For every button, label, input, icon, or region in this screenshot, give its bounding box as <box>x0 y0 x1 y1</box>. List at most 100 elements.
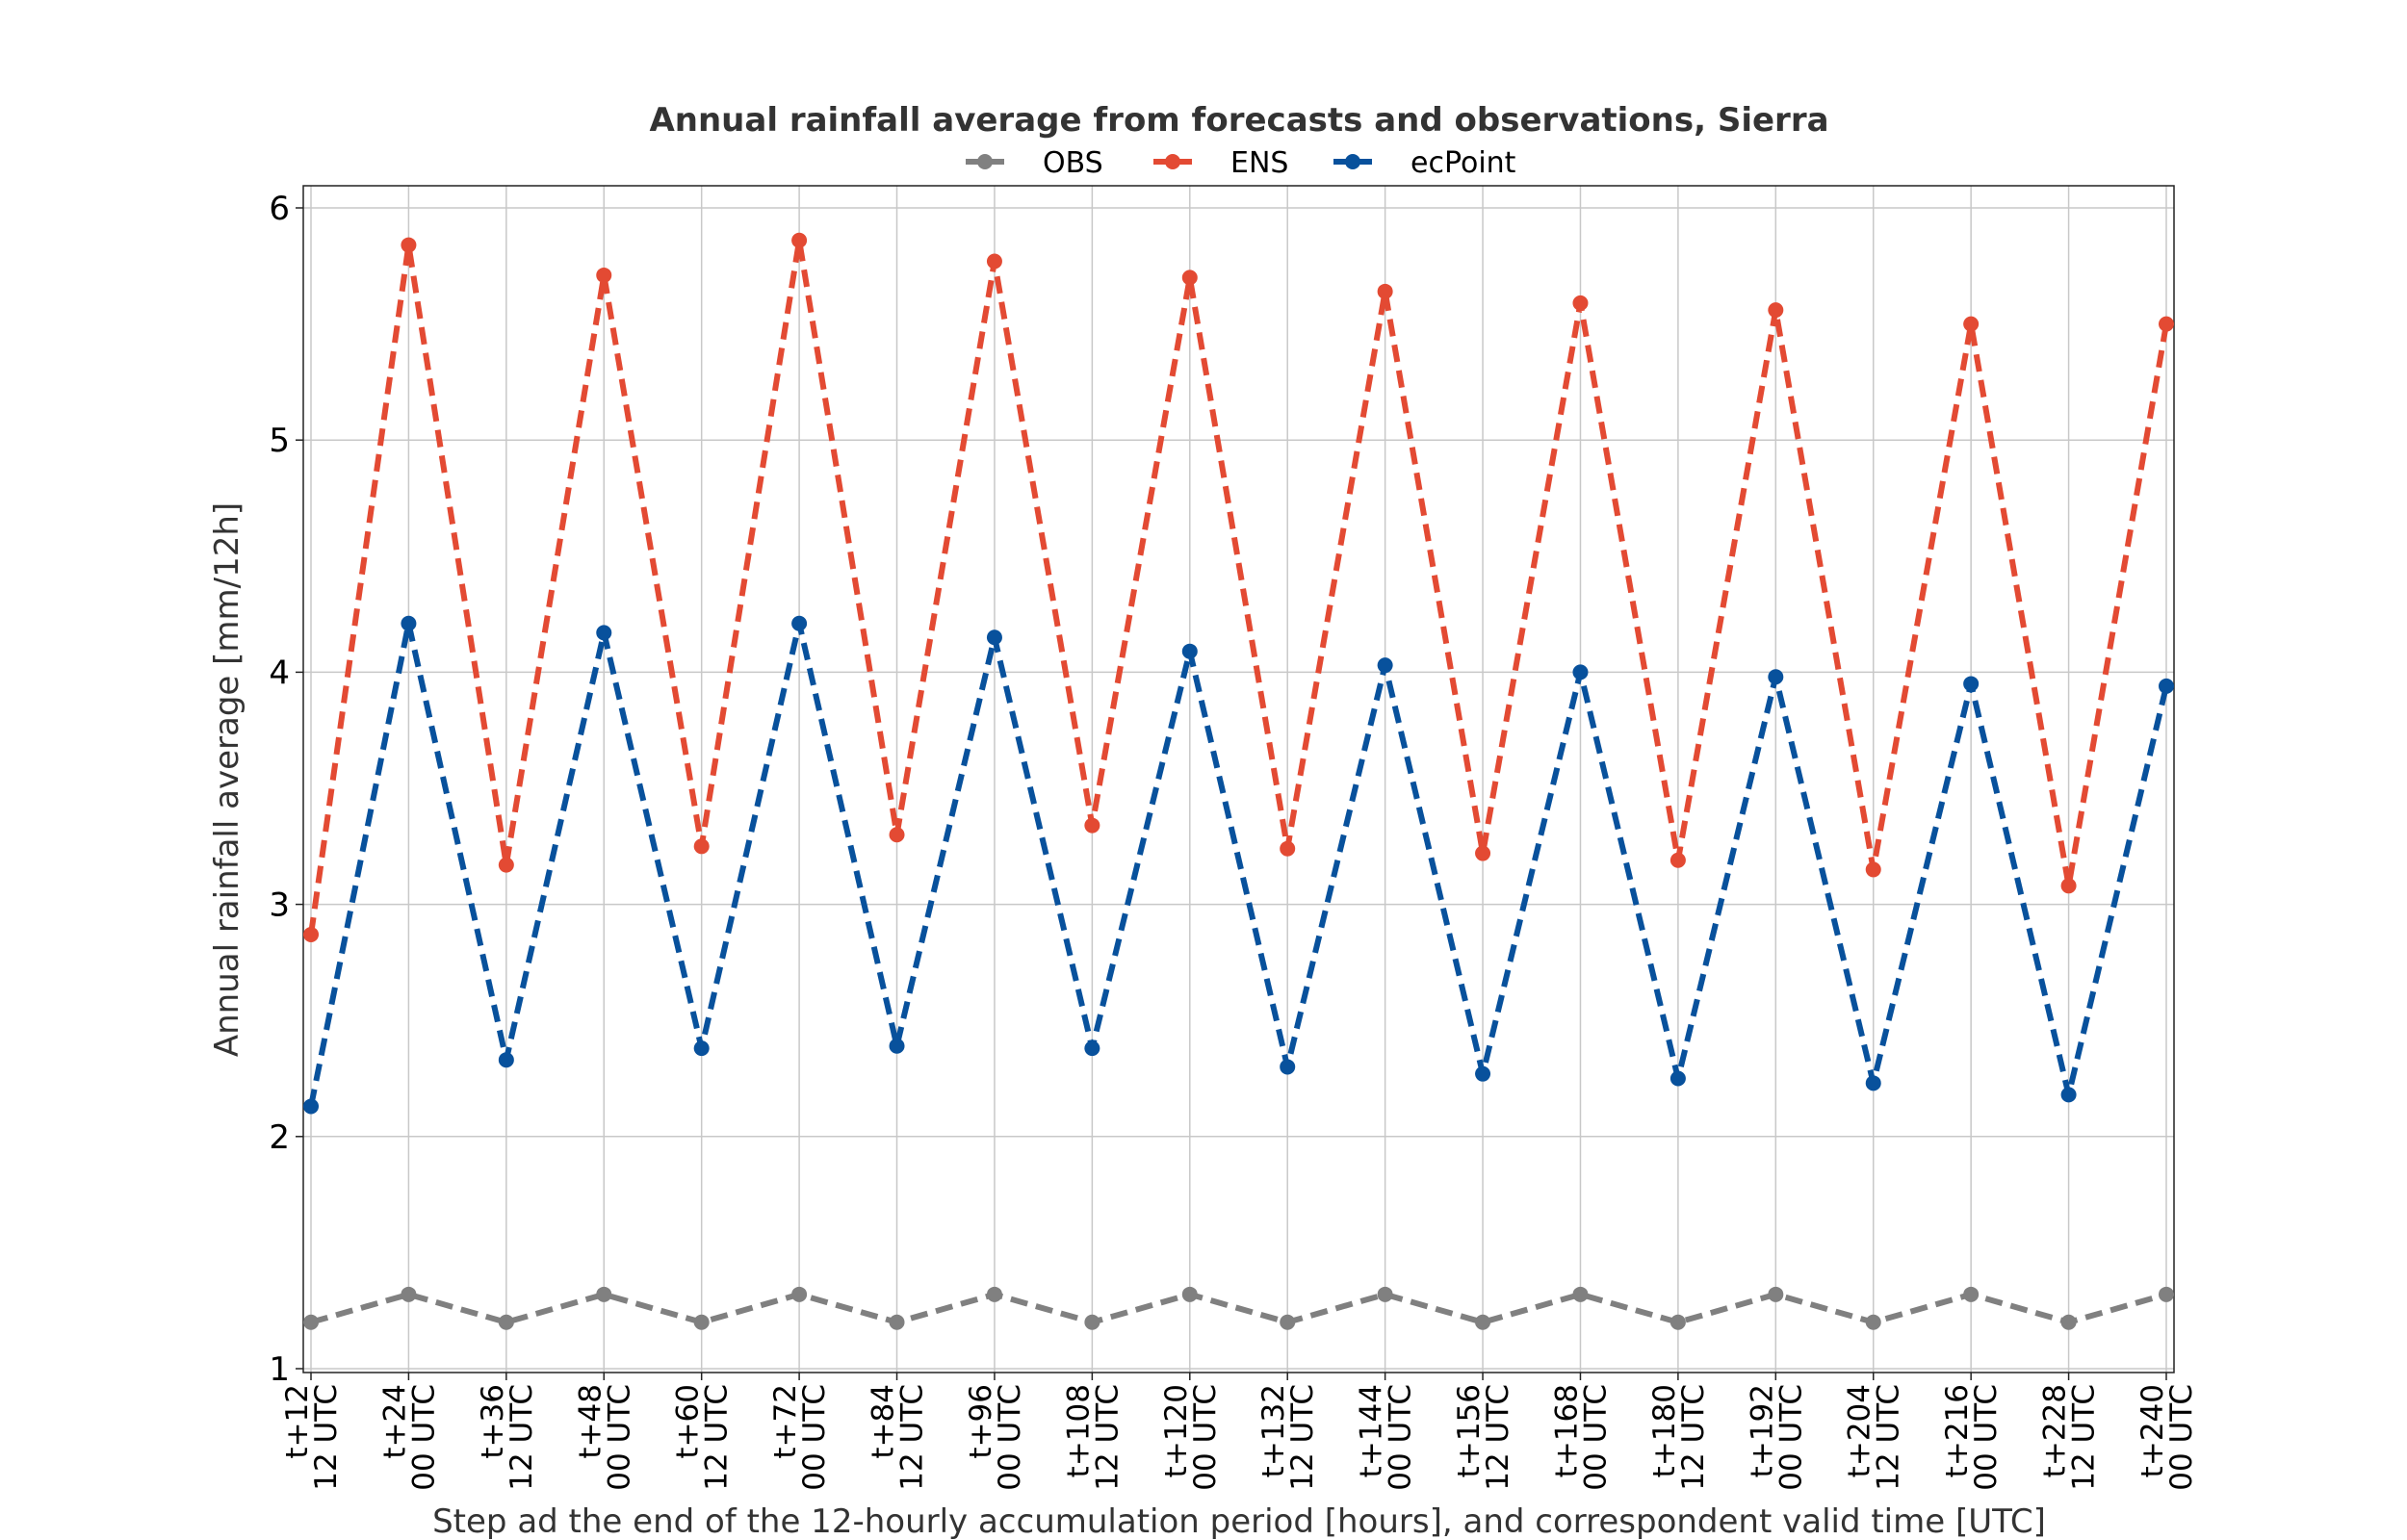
x-tick-time: 12 UTC <box>700 1384 735 1491</box>
plot-frame <box>302 185 2175 1373</box>
data-point <box>791 1286 808 1302</box>
data-point <box>1768 1286 1784 1302</box>
data-point <box>596 267 612 283</box>
legend-item-ecpoint: ecPoint <box>1333 146 1516 180</box>
x-tick-time: 00 UTC <box>1384 1384 1418 1491</box>
data-point <box>1768 302 1784 319</box>
x-tick-time: 12 UTC <box>309 1384 344 1491</box>
data-point <box>1377 657 1393 674</box>
y-axis-ticks: 1 2 3 4 5 6 <box>269 190 303 1389</box>
x-tick-time: 00 UTC <box>797 1384 832 1491</box>
data-point <box>1669 1070 1686 1087</box>
x-tick-step: t+36 <box>476 1384 510 1459</box>
data-point <box>1475 1065 1491 1082</box>
data-point <box>1280 1059 1296 1075</box>
data-point <box>791 615 808 631</box>
data-point <box>986 629 1002 646</box>
x-tick-step: t+192 <box>1745 1384 1779 1477</box>
data-point <box>889 1314 905 1330</box>
y-tick-label: 2 <box>269 1118 290 1157</box>
data-point <box>596 1286 612 1302</box>
x-tick-step: t+204 <box>1843 1384 1877 1477</box>
x-axis-label: Step ad the end of the 12-hourly accumul… <box>432 1502 2046 1540</box>
y-tick-label: 3 <box>269 886 290 925</box>
data-point <box>303 926 319 942</box>
data-point <box>498 1314 514 1330</box>
data-point <box>1280 840 1296 857</box>
data-point <box>1181 1286 1198 1302</box>
legend-label: ENS <box>1230 146 1288 180</box>
data-point <box>693 1040 710 1057</box>
data-point <box>1669 852 1686 868</box>
x-tick-step: t+24 <box>377 1384 412 1459</box>
data-point <box>1377 283 1393 299</box>
data-point <box>1280 1314 1296 1330</box>
data-point <box>791 232 808 248</box>
data-point <box>1865 1314 1881 1330</box>
x-tick-step: t+120 <box>1159 1384 1194 1477</box>
legend-label: ecPoint <box>1411 146 1516 180</box>
data-point <box>1084 1040 1100 1057</box>
x-tick-time: 00 UTC <box>602 1384 636 1491</box>
x-tick-step: t+180 <box>1647 1384 1682 1477</box>
data-point <box>401 615 417 631</box>
series-line <box>308 620 2169 1107</box>
x-tick-time: 00 UTC <box>1188 1384 1223 1491</box>
data-point <box>889 1038 905 1054</box>
data-point <box>1572 295 1589 311</box>
data-point <box>498 857 514 873</box>
data-point <box>1377 1286 1393 1302</box>
grid <box>303 186 2174 1373</box>
data-point <box>596 625 612 641</box>
x-tick-time: 00 UTC <box>2164 1384 2199 1491</box>
x-tick-step: t+60 <box>671 1384 706 1459</box>
data-point <box>1963 1286 1980 1302</box>
y-axis-label: Annual rainfall average [mm/12h] <box>208 502 246 1057</box>
y-tick-label: 5 <box>269 422 290 460</box>
x-tick-time: 12 UTC <box>2067 1384 2102 1491</box>
data-point <box>498 1052 514 1068</box>
x-tick-time: 12 UTC <box>1872 1384 1906 1491</box>
x-tick-step: t+216 <box>1940 1384 1975 1477</box>
x-tick-step: t+48 <box>573 1384 608 1459</box>
x-tick-step: t+12 <box>280 1384 315 1459</box>
series-obs <box>303 1286 2174 1330</box>
x-tick-step: t+144 <box>1355 1384 1389 1477</box>
legend-marker <box>977 154 993 169</box>
legend-item-obs: OBS <box>966 146 1103 180</box>
x-tick-step: t+108 <box>1061 1384 1096 1477</box>
data-point <box>1475 845 1491 861</box>
series-layer <box>303 232 2174 1330</box>
data-point <box>1572 664 1589 680</box>
x-tick-step: t+72 <box>768 1384 803 1459</box>
x-tick-time: 00 UTC <box>406 1384 441 1491</box>
x-tick-step: t+96 <box>964 1384 998 1459</box>
data-point <box>986 1286 1002 1302</box>
series-ecpoint <box>303 615 2174 1115</box>
legend-marker <box>1345 154 1360 169</box>
x-tick-time: 00 UTC <box>1578 1384 1613 1491</box>
legend: OBS ENS ecPoint <box>966 146 1516 180</box>
legend-item-ens: ENS <box>1153 146 1288 180</box>
series-line <box>308 237 2169 936</box>
data-point <box>1669 1314 1686 1330</box>
x-tick-step: t+84 <box>867 1384 901 1459</box>
data-point <box>1768 669 1784 685</box>
